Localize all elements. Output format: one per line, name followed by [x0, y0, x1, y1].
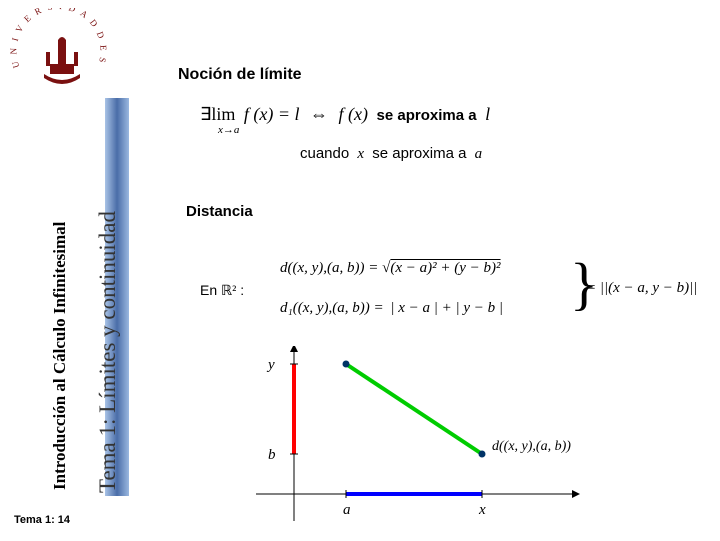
when-a: a: [475, 146, 483, 162]
fx-right: f (x): [339, 104, 368, 124]
university-logo: U N I V E R S I D A D D E S E V I L L A: [6, 8, 111, 98]
norm-expression: = ||(x − a, y − b)||: [586, 280, 697, 297]
distance-formulas: En ℝ² : d((x, y),(a, b)) = √(x − a)² + (…: [180, 260, 700, 340]
page-title: Noción de límite: [178, 66, 302, 84]
euclidean-distance: d((x, y),(a, b)) = √(x − a)² + (y − b)²: [280, 260, 501, 277]
limit-when-line: cuando x se aproxima a a: [300, 145, 482, 163]
slide-number: Tema 1: 14: [14, 514, 70, 526]
lim-text: lim: [211, 104, 235, 124]
svg-text:b: b: [268, 447, 276, 463]
iff-symbol: ⇔: [310, 104, 328, 124]
when-approx: se aproxima a: [372, 145, 466, 162]
lim-subscript: x→a: [218, 124, 239, 136]
fx-eq-l: f (x) = l: [244, 104, 300, 124]
distance-heading: Distancia: [186, 203, 253, 220]
course-name: Introducción al Cálculo Infinitesimal: [50, 222, 70, 490]
svg-text:y: y: [266, 357, 275, 373]
limit-definition: ∃lim x→a f (x) = l ⇔ f (x) se aproxima a…: [200, 104, 490, 125]
svg-text:a: a: [343, 502, 351, 518]
manhattan-distance: d₁((x, y),(a, b)) = | x − a | + | y − b …: [280, 300, 503, 317]
when-text: cuando: [300, 145, 349, 162]
in-r2: En ℝ² :: [200, 282, 244, 300]
svg-text:d((x, y),(a, b)): d((x, y),(a, b)): [492, 439, 571, 454]
limit-l: l: [485, 104, 490, 124]
svg-text:x: x: [478, 502, 486, 518]
svg-text:U N I V E R S I D A D D E: U N I V E R S I D A D D E S E V I L L A: [6, 8, 109, 71]
exists-symbol: ∃: [200, 104, 211, 124]
when-x: x: [357, 146, 364, 162]
distance-diagram: y b a x d((x, y),(a, b)): [246, 346, 606, 536]
approx-text: se aproxima a: [377, 107, 477, 124]
topic-name: Tema 1: Límites y continuidad: [95, 211, 121, 493]
